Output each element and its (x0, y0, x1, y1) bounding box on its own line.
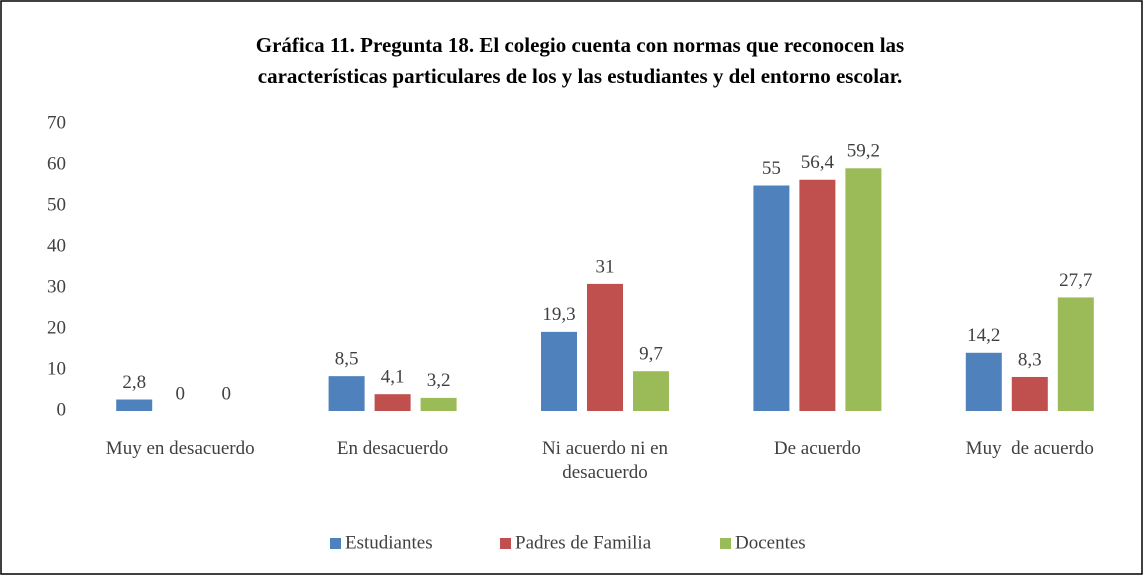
value-label: 14,2 (967, 325, 1000, 346)
y-tick-label: 20 (47, 317, 66, 338)
bar (116, 399, 153, 411)
bar (633, 371, 669, 411)
y-tick-label: 30 (47, 276, 66, 297)
bar (753, 185, 790, 411)
bar (845, 168, 882, 411)
value-label: 2,8 (122, 372, 146, 393)
bar (374, 394, 411, 411)
x-tick-label-box: En desacuerdo (336, 438, 449, 459)
legend-label: Estudiantes (345, 532, 433, 553)
x-tick-label: Ni acuerdo ni en desacuerdo (541, 438, 673, 483)
bar (799, 179, 836, 411)
legend-label: Padres de Familia (515, 532, 652, 553)
x-tick-label: Muy en desacuerdo (105, 438, 255, 459)
y-tick-label: 0 (57, 399, 67, 420)
value-label: 27,7 (1059, 270, 1092, 291)
x-tick-label-box: Muy en desacuerdo (105, 438, 255, 459)
x-tick-label-box: Muy de acuerdo (965, 438, 1094, 459)
value-label: 0 (175, 383, 185, 404)
x-tick-label: De acuerdo (773, 438, 861, 459)
value-label: 9,7 (639, 344, 663, 365)
value-label: 4,1 (381, 367, 405, 388)
value-label: 8,5 (335, 349, 359, 370)
bar (1011, 376, 1048, 411)
y-tick-label: 70 (47, 112, 66, 133)
bar (587, 283, 623, 411)
value-label: 3,2 (427, 370, 451, 391)
y-tick-label: 40 (47, 235, 66, 256)
value-label: 19,3 (542, 304, 575, 325)
x-tick-label-box: Ni acuerdo ni en desacuerdo (541, 438, 673, 483)
value-label: 31 (596, 256, 615, 277)
y-tick-label: 60 (47, 153, 66, 174)
chart-title: características particulares de los y la… (258, 64, 903, 88)
bar (328, 376, 365, 411)
value-label: 55 (762, 158, 781, 179)
value-label: 56,4 (801, 152, 835, 173)
value-label: 0 (221, 383, 231, 404)
value-label: 8,3 (1018, 349, 1042, 370)
value-label: 59,2 (847, 141, 880, 162)
legend-label: Docentes (735, 532, 806, 553)
x-tick-label: Muy de acuerdo (965, 438, 1094, 459)
y-tick-label: 50 (47, 194, 66, 215)
bar (965, 352, 1002, 411)
x-tick-label: En desacuerdo (336, 438, 449, 459)
legend-swatch (720, 538, 731, 549)
chart-title: Gráfica 11. Pregunta 18. El colegio cuen… (256, 33, 904, 57)
x-tick-label-box: De acuerdo (773, 438, 861, 459)
legend-swatch (500, 538, 511, 549)
bar (541, 331, 577, 411)
bar (420, 397, 457, 411)
legend-swatch (330, 538, 341, 549)
y-tick-label: 10 (47, 358, 66, 379)
bar (1057, 297, 1094, 411)
